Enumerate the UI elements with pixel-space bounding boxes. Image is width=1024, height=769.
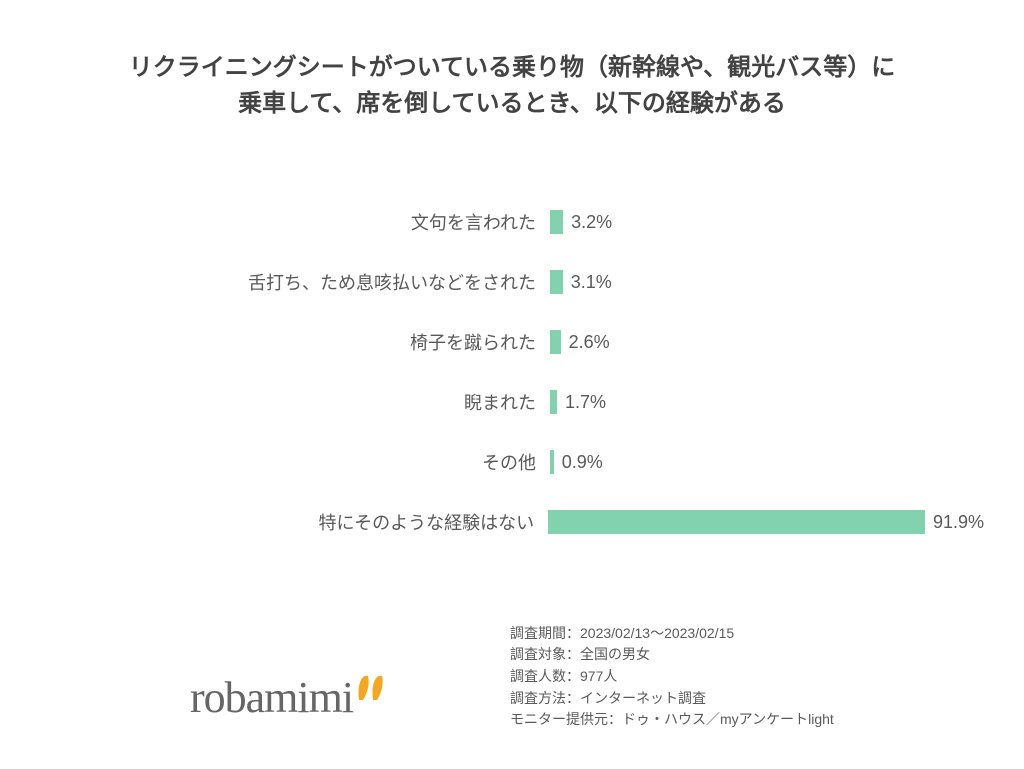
bar	[550, 390, 557, 414]
bar	[548, 510, 925, 534]
category-label: 椅子を蹴られた	[90, 329, 550, 355]
meta-line: モニター提供元：ドゥ・ハウス／myアンケートlight	[510, 709, 834, 731]
bar-cell: 3.2%	[550, 210, 984, 234]
value-label: 1.7%	[565, 392, 606, 413]
category-label: 舌打ち、ため息咳払いなどをされた	[90, 269, 550, 295]
value-label: 91.9%	[933, 512, 984, 533]
bar	[550, 330, 561, 354]
meta-line: 調査人数：977人	[510, 666, 834, 688]
page: リクライニングシートがついている乗り物（新幹線や、観光バス等）に 乗車して、席を…	[0, 0, 1024, 769]
title-line-1: リクライニングシートがついている乗り物（新幹線や、観光バス等）に	[129, 54, 896, 81]
value-label: 2.6%	[569, 332, 610, 353]
chart-row: 椅子を蹴られた 2.6%	[90, 312, 984, 372]
chart-title: リクライニングシートがついている乗り物（新幹線や、観光バス等）に 乗車して、席を…	[40, 50, 984, 122]
brand-logo: robamimi	[190, 672, 389, 723]
chart-row: 睨まれた 1.7%	[90, 372, 984, 432]
value-label: 0.9%	[562, 452, 603, 473]
chart-row: その他 0.9%	[90, 432, 984, 492]
bar	[550, 450, 554, 474]
meta-line: 調査方法：インターネット調査	[510, 688, 834, 710]
bar-cell: 91.9%	[548, 510, 984, 534]
bar-cell: 1.7%	[550, 390, 984, 414]
value-label: 3.2%	[571, 212, 612, 233]
value-label: 3.1%	[571, 272, 612, 293]
bar-cell: 3.1%	[550, 270, 984, 294]
bar-cell: 0.9%	[550, 450, 984, 474]
bar	[550, 270, 563, 294]
category-label: 文句を言われた	[90, 209, 550, 235]
category-label: 特にそのような経験はない	[90, 509, 548, 535]
chart-row: 特にそのような経験はない 91.9%	[90, 492, 984, 552]
title-line-2: 乗車して、席を倒しているとき、以下の経験がある	[238, 90, 786, 117]
bar-chart: 文句を言われた 3.2% 舌打ち、ため息咳払いなどをされた 3.1% 椅子を蹴られた 2.…	[90, 192, 984, 552]
meta-line: 調査期間：2023/02/13～2023/02/15	[510, 623, 834, 645]
chart-row: 文句を言われた 3.2%	[90, 192, 984, 252]
bar-cell: 2.6%	[550, 330, 984, 354]
meta-line: 調査対象：全国の男女	[510, 644, 834, 666]
bar	[550, 210, 563, 234]
logo-text: robamimi	[190, 672, 353, 723]
category-label: その他	[90, 449, 550, 475]
survey-metadata: 調査期間：2023/02/13～2023/02/15調査対象：全国の男女調査人数…	[510, 623, 834, 731]
logo-ears-icon	[355, 672, 389, 705]
chart-row: 舌打ち、ため息咳払いなどをされた 3.1%	[90, 252, 984, 312]
category-label: 睨まれた	[90, 389, 550, 415]
